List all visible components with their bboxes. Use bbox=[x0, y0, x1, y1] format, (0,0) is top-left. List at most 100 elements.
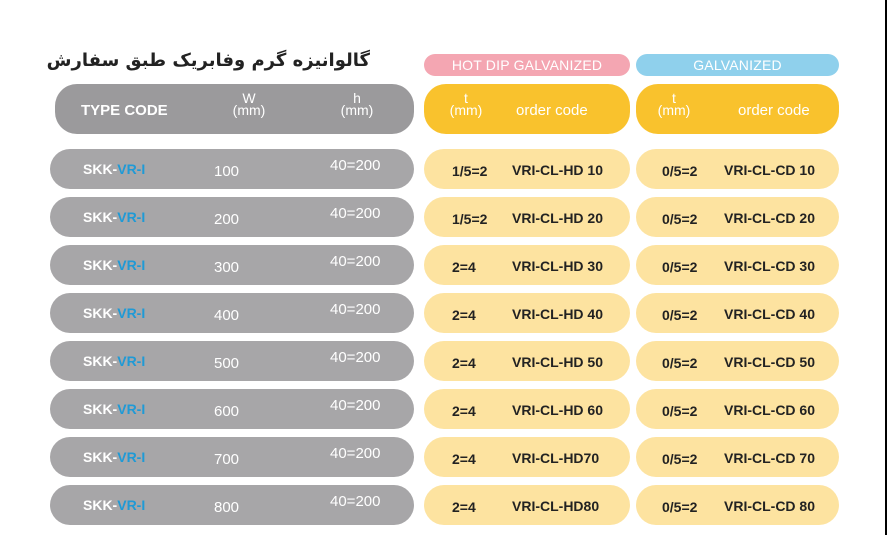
hd-order-code-header: order code bbox=[516, 102, 588, 119]
width-cell: 200 bbox=[214, 211, 240, 228]
height-cell: 40=200 bbox=[330, 493, 381, 510]
height-cell: 40=200 bbox=[330, 157, 381, 174]
type-code-suffix: VR-I bbox=[117, 353, 146, 369]
table-row-type: SKK-VR-I 100 40=200 bbox=[50, 149, 414, 189]
hd-thickness-cell: 2=4 bbox=[452, 451, 476, 467]
cd-thickness-cell: 0/5=2 bbox=[662, 211, 698, 227]
height-header: h (mm) bbox=[323, 91, 391, 118]
table-row-galvanized: 0/5=2 VRI-CL-CD 10 bbox=[636, 149, 839, 189]
hd-order-code-cell: VRI-CL-HD 50 bbox=[512, 354, 604, 370]
cd-thickness-cell: 0/5=2 bbox=[662, 163, 698, 179]
galvanized-label: GALVANIZED bbox=[636, 54, 839, 76]
table-row-galvanized: 0/5=2 VRI-CL-CD 70 bbox=[636, 437, 839, 477]
hd-thickness-header: t (mm) bbox=[446, 90, 486, 118]
hd-order-code-cell: VRI-CL-HD80 bbox=[512, 498, 600, 514]
cd-order-code-cell: VRI-CL-CD 50 bbox=[724, 354, 816, 370]
hd-thickness-cell: 1/5=2 bbox=[452, 211, 488, 227]
cd-order-code-cell: VRI-CL-CD 60 bbox=[724, 402, 816, 418]
cd-order-code-cell: VRI-CL-CD 80 bbox=[724, 498, 816, 514]
type-code-suffix: VR-I bbox=[117, 257, 146, 273]
type-code-cell: SKK-VR-I bbox=[83, 209, 145, 225]
hot-dip-galvanized-label: HOT DIP GALVANIZED bbox=[424, 54, 630, 76]
type-code-suffix: VR-I bbox=[117, 401, 146, 417]
type-code-prefix: SKK- bbox=[83, 497, 118, 513]
table-row-hot-dip: 2=4 VRI-CL-HD 30 bbox=[424, 245, 630, 285]
table-row-hot-dip: 2=4 VRI-CL-HD 60 bbox=[424, 389, 630, 429]
page-title: گالوانیزه گرم وفابریک طبق سفارش bbox=[46, 50, 370, 71]
width-header: W (mm) bbox=[219, 90, 279, 118]
cd-thickness-cell: 0/5=2 bbox=[662, 307, 698, 323]
cd-order-code-cell: VRI-CL-CD 70 bbox=[724, 450, 816, 466]
hd-thickness-cell: 1/5=2 bbox=[452, 163, 488, 179]
type-code-prefix: SKK- bbox=[83, 209, 118, 225]
table-row-galvanized: 0/5=2 VRI-CL-CD 50 bbox=[636, 341, 839, 381]
table-row-type: SKK-VR-I 700 40=200 bbox=[50, 437, 414, 477]
table-row-hot-dip: 2=4 VRI-CL-HD70 bbox=[424, 437, 630, 477]
cd-thickness-cell: 0/5=2 bbox=[662, 259, 698, 275]
width-cell: 300 bbox=[214, 259, 240, 276]
hd-thickness-cell: 2=4 bbox=[452, 403, 476, 419]
width-cell: 600 bbox=[214, 403, 240, 420]
cd-order-code-cell: VRI-CL-CD 40 bbox=[724, 306, 816, 322]
type-code-suffix: VR-I bbox=[117, 305, 146, 321]
table-row-galvanized: 0/5=2 VRI-CL-CD 40 bbox=[636, 293, 839, 333]
height-cell: 40=200 bbox=[330, 301, 381, 318]
height-cell: 40=200 bbox=[330, 445, 381, 462]
type-code-prefix: SKK- bbox=[83, 257, 118, 273]
cd-order-code-header: order code bbox=[738, 102, 810, 119]
height-unit: (mm) bbox=[340, 102, 374, 118]
cd-order-code-cell: VRI-CL-CD 30 bbox=[724, 258, 816, 274]
table-row-hot-dip: 1/5=2 VRI-CL-HD 20 bbox=[424, 197, 630, 237]
hd-thickness-cell: 2=4 bbox=[452, 307, 476, 323]
type-code-cell: SKK-VR-I bbox=[83, 353, 145, 369]
width-cell: 100 bbox=[214, 163, 240, 180]
width-symbol: W bbox=[242, 90, 256, 106]
hd-thickness-unit: (mm) bbox=[449, 102, 483, 118]
table-row-type: SKK-VR-I 200 40=200 bbox=[50, 197, 414, 237]
width-cell: 700 bbox=[214, 451, 240, 468]
type-code-prefix: SKK- bbox=[83, 161, 118, 177]
type-code-suffix: VR-I bbox=[117, 449, 146, 465]
table-row-hot-dip: 2=4 VRI-CL-HD 40 bbox=[424, 293, 630, 333]
table-row-type: SKK-VR-I 600 40=200 bbox=[50, 389, 414, 429]
hot-dip-header: t (mm) order code bbox=[424, 84, 630, 134]
width-cell: 400 bbox=[214, 307, 240, 324]
width-cell: 500 bbox=[214, 355, 240, 372]
table-row-type: SKK-VR-I 500 40=200 bbox=[50, 341, 414, 381]
hd-thickness-cell: 2=4 bbox=[452, 499, 476, 515]
table-row-galvanized: 0/5=2 VRI-CL-CD 30 bbox=[636, 245, 839, 285]
hd-thickness-symbol: t bbox=[464, 90, 468, 106]
type-code-cell: SKK-VR-I bbox=[83, 401, 145, 417]
type-code-prefix: SKK- bbox=[83, 305, 118, 321]
hd-thickness-cell: 2=4 bbox=[452, 355, 476, 371]
height-cell: 40=200 bbox=[330, 205, 381, 222]
table-row-hot-dip: 2=4 VRI-CL-HD 50 bbox=[424, 341, 630, 381]
table-row-type: SKK-VR-I 400 40=200 bbox=[50, 293, 414, 333]
cd-thickness-cell: 0/5=2 bbox=[662, 403, 698, 419]
table-row-type: SKK-VR-I 300 40=200 bbox=[50, 245, 414, 285]
hd-order-code-cell: VRI-CL-HD 20 bbox=[512, 210, 604, 226]
hd-thickness-cell: 2=4 bbox=[452, 259, 476, 275]
hd-order-code-cell: VRI-CL-HD 10 bbox=[512, 162, 604, 178]
table-row-galvanized: 0/5=2 VRI-CL-CD 60 bbox=[636, 389, 839, 429]
type-code-cell: SKK-VR-I bbox=[83, 257, 145, 273]
height-cell: 40=200 bbox=[330, 253, 381, 270]
type-code-cell: SKK-VR-I bbox=[83, 305, 145, 321]
table-row-galvanized: 0/5=2 VRI-CL-CD 80 bbox=[636, 485, 839, 525]
type-code-suffix: VR-I bbox=[117, 161, 146, 177]
hd-order-code-cell: VRI-CL-HD 30 bbox=[512, 258, 604, 274]
width-cell: 800 bbox=[214, 499, 240, 516]
type-code-cell: SKK-VR-I bbox=[83, 449, 145, 465]
cd-order-code-cell: VRI-CL-CD 20 bbox=[724, 210, 816, 226]
right-border-line bbox=[885, 0, 887, 535]
table-row-hot-dip: 1/5=2 VRI-CL-HD 10 bbox=[424, 149, 630, 189]
table-row-galvanized: 0/5=2 VRI-CL-CD 20 bbox=[636, 197, 839, 237]
type-code-cell: SKK-VR-I bbox=[83, 497, 145, 513]
cd-thickness-cell: 0/5=2 bbox=[662, 355, 698, 371]
cd-thickness-header: t (mm) bbox=[654, 91, 694, 117]
height-cell: 40=200 bbox=[330, 349, 381, 366]
type-code-header: TYPE CODE bbox=[81, 102, 168, 119]
type-code-cell: SKK-VR-I bbox=[83, 161, 145, 177]
type-code-prefix: SKK- bbox=[83, 353, 118, 369]
width-unit: (mm) bbox=[232, 102, 266, 118]
